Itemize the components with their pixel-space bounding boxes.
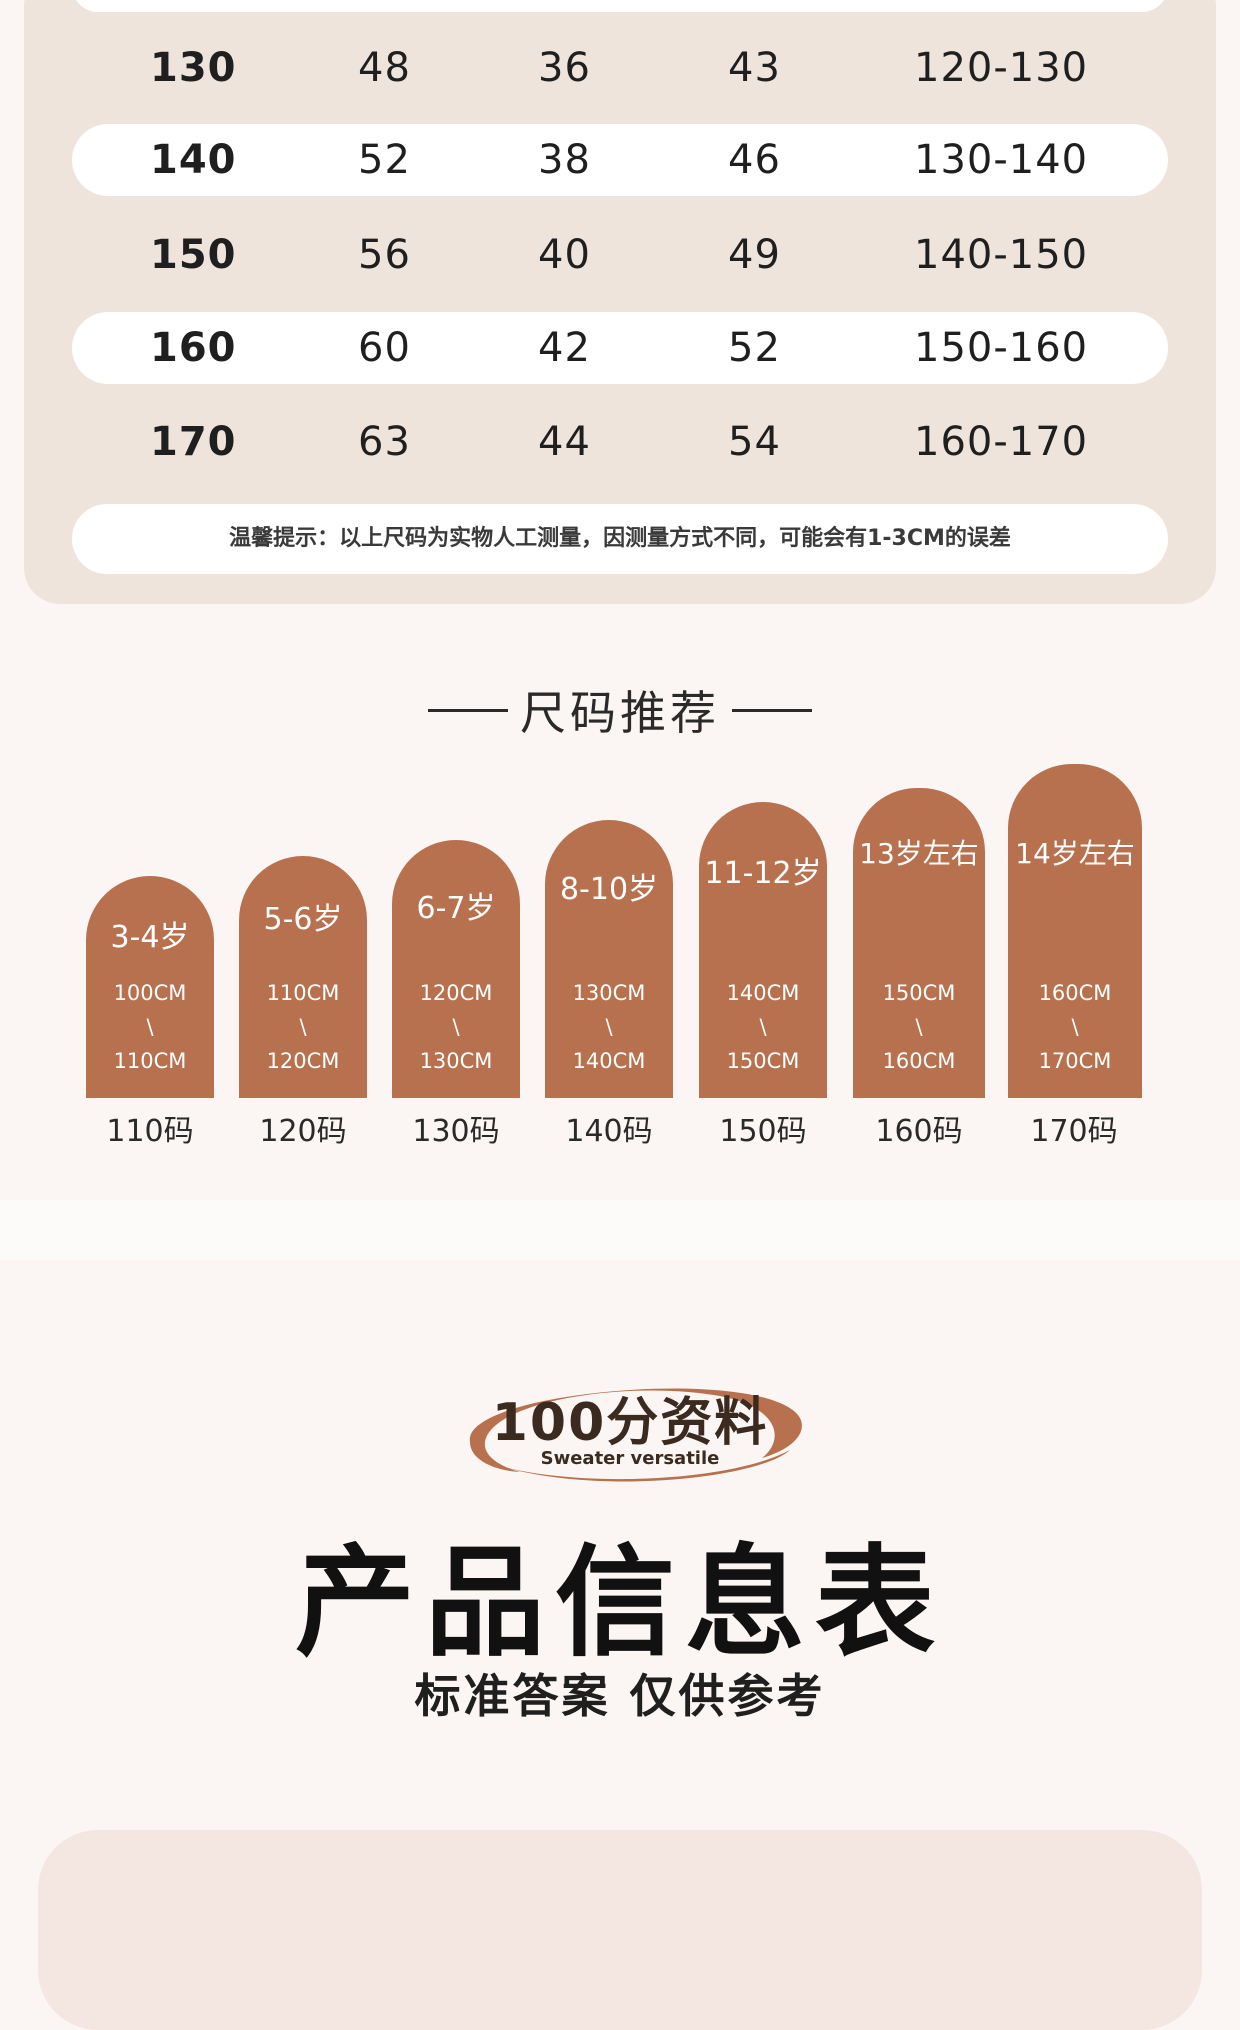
- table-row: 150 56 40 49 140-150: [72, 219, 1168, 291]
- badge-main-text: 100分资料: [491, 1393, 769, 1453]
- arch-cm-to: 130CM: [419, 1049, 493, 1073]
- size-arch-120: 5-6岁 110CM \ 120CM: [239, 856, 367, 1098]
- product-info-subtitle: 标准答案 仅供参考: [414, 1669, 826, 1723]
- arch-age-label: 6-7岁: [416, 891, 496, 926]
- arch-cm-from: 130CM: [572, 981, 646, 1005]
- arch-cm-separator: \: [299, 1015, 307, 1039]
- arch-cm-separator: \: [605, 1015, 613, 1039]
- arch-cm-from: 120CM: [419, 981, 493, 1005]
- arch-cm-to: 110CM: [113, 1049, 187, 1073]
- arch-cm-from: 160CM: [1038, 981, 1112, 1005]
- table-row: 130 48 36 43 120-130: [72, 32, 1168, 104]
- arch-cm-to: 170CM: [1038, 1049, 1112, 1073]
- arch-age-label: 11-12岁: [704, 856, 822, 891]
- table-cell: 49: [728, 232, 781, 278]
- table-cell-size: 160: [150, 325, 237, 371]
- table-row: 170 63 44 54 160-170: [72, 406, 1168, 478]
- table-cell-size: 130: [150, 45, 237, 91]
- size-label: 150码: [719, 1114, 807, 1149]
- table-cell: 46: [728, 137, 781, 183]
- recommend-title: 尺码推荐: [520, 686, 720, 740]
- table-cell: 42: [538, 325, 591, 371]
- table-row: 160 60 42 52 150-160: [72, 312, 1168, 384]
- arch-cm-to: 150CM: [726, 1049, 800, 1073]
- size-label: 170码: [1030, 1114, 1118, 1149]
- arch-age-label: 5-6岁: [263, 902, 343, 937]
- table-cell-size: 140: [150, 137, 237, 183]
- arch-age-label: 3-4岁: [110, 920, 190, 955]
- arch-cm-separator: \: [1071, 1015, 1079, 1039]
- arch-age-label: 8-10岁: [559, 872, 659, 907]
- arch-cm-from: 150CM: [882, 981, 956, 1005]
- table-cell: 150-160: [914, 325, 1089, 371]
- table-cell: 56: [358, 232, 411, 278]
- table-cell: 130-140: [914, 137, 1089, 183]
- arch-cm-to: 140CM: [572, 1049, 646, 1073]
- badge-ring-icon: [469, 1388, 802, 1482]
- badge-sub-text: Sweater versatile: [540, 1448, 720, 1469]
- size-arch-170: 14岁左右 160CM \ 170CM: [1008, 764, 1142, 1098]
- table-cell-size: 150: [150, 232, 237, 278]
- table-row: 140 52 38 46 130-140: [72, 124, 1168, 196]
- size-label: 110码: [106, 1114, 194, 1149]
- size-table-top-row: [72, 0, 1168, 12]
- table-cell: 44: [538, 419, 591, 465]
- table-cell: 54: [728, 419, 781, 465]
- arch-cm-from: 140CM: [726, 981, 800, 1005]
- table-cell: 52: [358, 137, 411, 183]
- size-label: 120码: [259, 1114, 347, 1149]
- arch-age-label: 14岁左右: [1015, 837, 1135, 870]
- size-arch-150: 11-12岁 140CM \ 150CM: [699, 802, 827, 1098]
- table-cell: 40: [538, 232, 591, 278]
- arch-cm-from: 100CM: [113, 981, 187, 1005]
- measurement-tip: 温馨提示：以上尺码为实物人工测量，因测量方式不同，可能会有1-3CM的误差: [72, 504, 1168, 574]
- table-cell: 120-130: [914, 45, 1089, 91]
- table-cell: 48: [358, 45, 411, 91]
- table-cell: 36: [538, 45, 591, 91]
- table-cell: 160-170: [914, 419, 1089, 465]
- table-cell: 63: [358, 419, 411, 465]
- size-label: 140码: [565, 1114, 653, 1149]
- arch-cm-separator: \: [146, 1015, 154, 1039]
- table-cell: 52: [728, 325, 781, 371]
- arch-cm-to: 160CM: [882, 1049, 956, 1073]
- section-divider-band: [0, 1200, 1240, 1260]
- heading-divider-left: [428, 708, 508, 712]
- arch-age-label: 13岁左右: [859, 837, 979, 870]
- table-cell: 60: [358, 325, 411, 371]
- table-cell: 38: [538, 137, 591, 183]
- size-arch-160: 13岁左右 150CM \ 160CM: [853, 788, 985, 1098]
- recommend-heading: 尺码推荐: [0, 680, 1240, 740]
- product-info-card: [38, 1830, 1202, 2030]
- arch-cm-from: 110CM: [266, 981, 340, 1005]
- size-arch-110: 3-4岁 100CM \ 110CM: [86, 876, 214, 1098]
- product-info-title: 产品信息表: [295, 1534, 945, 1673]
- size-label: 160码: [875, 1114, 963, 1149]
- table-cell: 140-150: [914, 232, 1089, 278]
- table-cell-size: 170: [150, 419, 237, 465]
- size-arch-130: 6-7岁 120CM \ 130CM: [392, 840, 520, 1098]
- arch-cm-separator: \: [759, 1015, 767, 1039]
- size-table-card: [24, 0, 1216, 604]
- size-arch-140: 8-10岁 130CM \ 140CM: [545, 820, 673, 1098]
- heading-divider-right: [732, 708, 812, 712]
- arch-cm-separator: \: [452, 1015, 460, 1039]
- arch-cm-to: 120CM: [266, 1049, 340, 1073]
- size-label: 130码: [412, 1114, 500, 1149]
- table-cell: 43: [728, 45, 781, 91]
- arch-cm-separator: \: [915, 1015, 923, 1039]
